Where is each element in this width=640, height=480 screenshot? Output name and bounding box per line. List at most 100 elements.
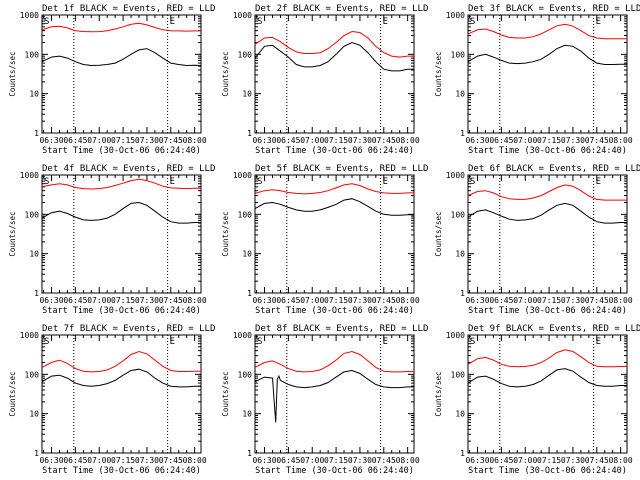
y-axis-label: Counts/sec — [434, 211, 443, 256]
y-axis-label: Counts/sec — [8, 51, 17, 96]
end-mark: E — [596, 17, 601, 27]
x-tick-label: 07:45 — [159, 296, 183, 305]
x-tick-label: 07:30 — [348, 456, 372, 465]
y-axis-label: Counts/sec — [221, 211, 230, 256]
lld-series-line — [41, 178, 201, 190]
plot-frame — [41, 14, 202, 134]
x-tick-label: 07:30 — [348, 296, 372, 305]
events-series-line — [254, 369, 414, 423]
x-tick-label: 08:00 — [396, 136, 420, 145]
y-tick-label: 1 — [34, 129, 39, 138]
events-series-line — [41, 201, 201, 224]
x-tick-label: 06:45 — [63, 136, 87, 145]
panel-title: Det 3f BLACK = Events, RED = LLD — [468, 4, 640, 14]
panel-title: Det 7f BLACK = Events, RED = LLD — [42, 324, 215, 334]
x-tick-label: 07:30 — [135, 136, 159, 145]
x-tick-label: 06:45 — [276, 296, 300, 305]
y-tick-label: 1000 — [233, 331, 252, 340]
x-tick-label: 07:30 — [561, 456, 585, 465]
y-tick-label: 10 — [455, 250, 465, 259]
y-tick-label: 1 — [460, 129, 465, 138]
x-axis-label: Start Time (30-Oct-06 06:24:40) — [42, 146, 201, 156]
y-tick-label: 1000 — [446, 171, 465, 180]
x-tick-label: 06:45 — [63, 456, 87, 465]
x-tick-label: 08:00 — [396, 296, 420, 305]
x-tick-label: 06:30 — [39, 296, 63, 305]
x-tick-label: 07:00 — [300, 456, 324, 465]
y-tick-label: 100 — [451, 50, 466, 59]
x-tick-label: 07:45 — [585, 456, 609, 465]
y-tick-label: 1 — [247, 289, 252, 298]
y-tick-label: 1000 — [446, 11, 465, 20]
x-tick-label: 07:15 — [324, 136, 348, 145]
plot-frame — [254, 174, 415, 294]
x-axis-label: Start Time (30-Oct-06 06:24:40) — [42, 306, 201, 316]
x-tick-label: 07:30 — [348, 136, 372, 145]
x-tick-label: 06:45 — [489, 296, 513, 305]
events-series-line — [41, 368, 201, 388]
y-tick-label: 1 — [460, 289, 465, 298]
x-tick-label: 07:45 — [372, 136, 396, 145]
panel-title: Det 5f BLACK = Events, RED = LLD — [255, 164, 428, 174]
end-mark: E — [383, 337, 388, 347]
y-tick-label: 10 — [242, 250, 252, 259]
y-tick-label: 1000 — [20, 331, 39, 340]
plot-frame — [41, 334, 202, 454]
x-tick-label: 07:15 — [537, 136, 561, 145]
panel-title: Det 6f BLACK = Events, RED = LLD — [468, 164, 640, 174]
lld-series-line — [41, 22, 201, 33]
panel-3: Det 3f BLACK = Events, RED = LLD 1 10 100 10… — [434, 4, 640, 156]
x-tick-label: 07:00 — [513, 456, 537, 465]
panel-title: Det 2f BLACK = Events, RED = LLD — [255, 4, 428, 14]
y-tick-label: 100 — [238, 370, 253, 379]
x-axis-label: Start Time (30-Oct-06 06:24:40) — [468, 306, 627, 316]
lld-series-line — [41, 350, 201, 373]
lld-series-line — [467, 184, 627, 201]
events-series-line — [254, 198, 414, 216]
panel-4: Det 4f BLACK = Events, RED = LLD 1 10 100 10… — [8, 164, 215, 316]
panel-1: Det 1f BLACK = Events, RED = LLD 1 10 100 10… — [8, 4, 215, 156]
x-tick-label: 06:45 — [276, 456, 300, 465]
x-tick-label: 07:30 — [135, 296, 159, 305]
y-tick-label: 1000 — [446, 331, 465, 340]
y-tick-label: 100 — [451, 370, 466, 379]
x-axis-label: Start Time (30-Oct-06 06:24:40) — [468, 466, 627, 476]
y-tick-label: 1 — [460, 449, 465, 458]
panel-title: Det 8f BLACK = Events, RED = LLD — [255, 324, 428, 334]
panel-title: Det 4f BLACK = Events, RED = LLD — [42, 164, 215, 174]
y-tick-label: 1 — [34, 449, 39, 458]
x-tick-label: 06:30 — [252, 456, 276, 465]
x-tick-label: 07:15 — [324, 296, 348, 305]
x-axis-label: Start Time (30-Oct-06 06:24:40) — [255, 146, 414, 156]
plot-frame — [41, 174, 202, 294]
end-mark: E — [596, 337, 601, 347]
start-mark: S — [44, 337, 49, 347]
events-series-line — [254, 41, 414, 72]
x-tick-label: 07:15 — [537, 296, 561, 305]
y-tick-label: 1000 — [233, 11, 252, 20]
end-mark: E — [383, 177, 388, 187]
x-tick-label: 07:45 — [585, 136, 609, 145]
x-tick-label: 07:00 — [300, 296, 324, 305]
x-axis-label: Start Time (30-Oct-06 06:24:40) — [255, 466, 414, 476]
events-series-line — [467, 368, 627, 388]
y-tick-label: 1 — [247, 129, 252, 138]
panel-9: Det 9f BLACK = Events, RED = LLD 1 10 100 10… — [434, 324, 640, 476]
x-tick-label: 08:00 — [396, 456, 420, 465]
end-mark: E — [170, 337, 175, 347]
y-tick-label: 100 — [238, 210, 253, 219]
x-tick-label: 07:15 — [324, 456, 348, 465]
start-mark: S — [257, 17, 262, 27]
panel-title: Det 9f BLACK = Events, RED = LLD — [468, 324, 640, 334]
start-mark: S — [257, 177, 262, 187]
x-tick-label: 07:45 — [159, 136, 183, 145]
x-tick-label: 07:45 — [159, 456, 183, 465]
x-tick-label: 07:00 — [300, 136, 324, 145]
x-axis-label: Start Time (30-Oct-06 06:24:40) — [42, 466, 201, 476]
start-mark: S — [470, 17, 475, 27]
plot-frame — [467, 334, 628, 454]
x-tick-label: 07:45 — [372, 456, 396, 465]
lld-series-line — [254, 350, 414, 373]
x-tick-label: 06:45 — [276, 136, 300, 145]
y-axis-label: Counts/sec — [221, 371, 230, 416]
